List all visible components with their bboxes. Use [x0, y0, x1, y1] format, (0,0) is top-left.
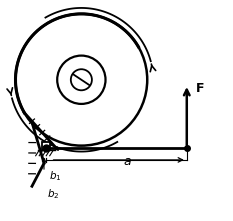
Text: $b_1$: $b_1$: [49, 170, 61, 183]
FancyBboxPatch shape: [42, 142, 50, 150]
Text: $a$: $a$: [123, 154, 132, 168]
Text: $b_2$: $b_2$: [47, 187, 59, 201]
Text: $\mathbf{F}$: $\mathbf{F}$: [195, 82, 205, 95]
